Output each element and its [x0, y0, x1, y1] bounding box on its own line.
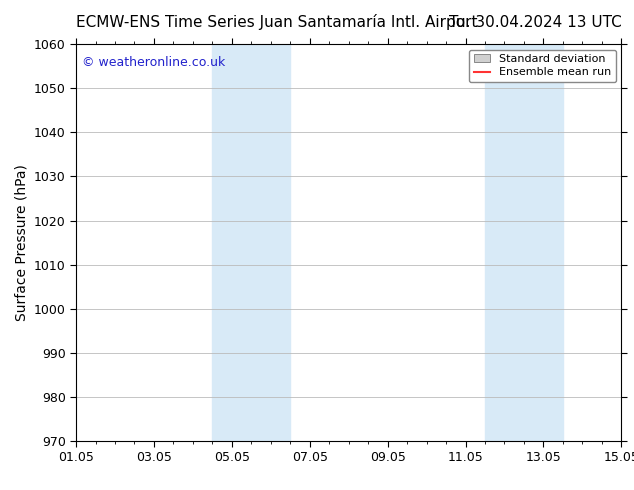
Bar	[212, 44, 290, 441]
Legend: Standard deviation, Ensemble mean run: Standard deviation, Ensemble mean run	[469, 49, 616, 82]
Y-axis label: Surface Pressure (hPa): Surface Pressure (hPa)	[14, 164, 29, 321]
Text: ECMW-ENS Time Series Juan Santamaría Intl. Airport: ECMW-ENS Time Series Juan Santamaría Int…	[76, 14, 477, 30]
Text: Tu. 30.04.2024 13 UTC: Tu. 30.04.2024 13 UTC	[449, 15, 621, 29]
Text: © weatheronline.co.uk: © weatheronline.co.uk	[82, 56, 225, 69]
Bar	[485, 44, 563, 441]
